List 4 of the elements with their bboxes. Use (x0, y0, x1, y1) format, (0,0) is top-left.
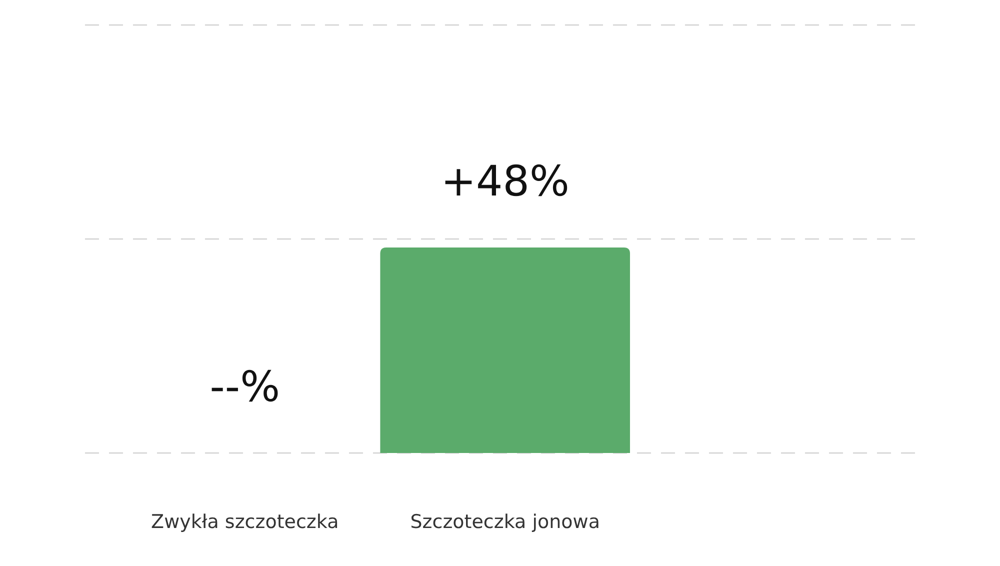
text: --% (210, 362, 280, 411)
x-tick-label: Szczoteczka jonowa (410, 511, 600, 533)
x-tick-label: Zwykła szczoteczka (151, 511, 339, 533)
data-label: +48% (440, 156, 570, 206)
